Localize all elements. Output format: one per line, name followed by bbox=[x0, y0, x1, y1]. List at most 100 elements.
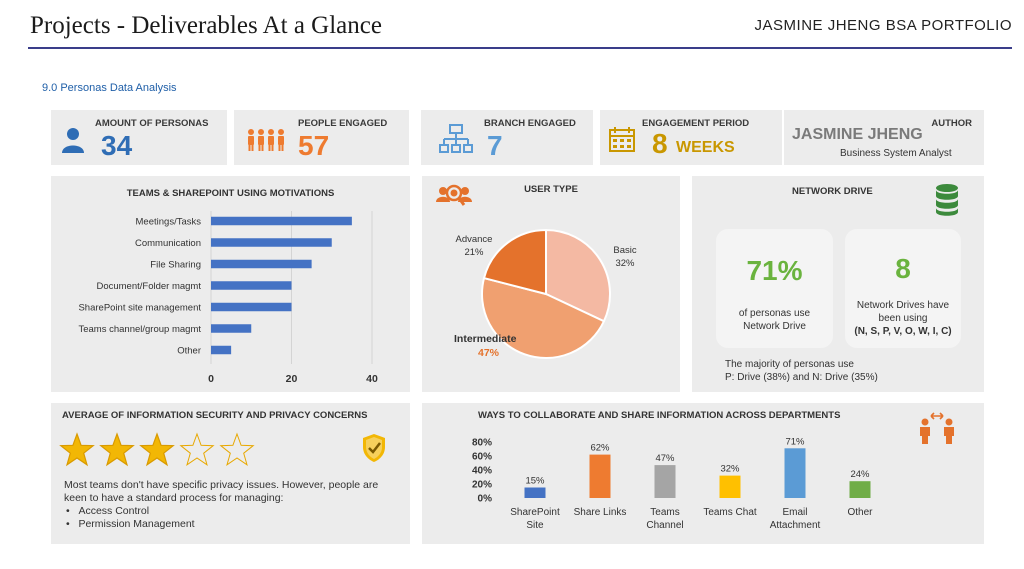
collaborate-panel: WAYS TO COLLABORATE AND SHARE INFORMATIO… bbox=[422, 403, 984, 544]
motivations-bar bbox=[211, 345, 232, 355]
branch-value: 7 bbox=[487, 130, 503, 161]
motivations-bar bbox=[211, 302, 292, 312]
stat-card-period: ENGAGEMENT PERIOD 8 WEEKS bbox=[600, 110, 782, 165]
group-icon bbox=[248, 129, 284, 151]
motivations-category-label: Meetings/Tasks bbox=[136, 217, 202, 228]
security-bullet-2: • Permission Management bbox=[66, 518, 195, 530]
pie-slice-percent: 21% bbox=[464, 247, 484, 258]
security-text-2: keen to have a standard process for mana… bbox=[64, 492, 284, 504]
collaborate-value-label: 24% bbox=[850, 469, 870, 480]
network-count-text-1: Network Drives have bbox=[856, 300, 950, 311]
bullet-permission-management: Permission Management bbox=[78, 518, 195, 530]
pie-slice-label: Advance bbox=[456, 234, 493, 245]
security-panel: AVERAGE OF INFORMATION SECURITY AND PRIV… bbox=[51, 403, 410, 544]
pie-slice bbox=[481, 276, 606, 359]
pie-slice-label: Intermediate bbox=[454, 333, 517, 345]
collaborate-bar bbox=[654, 465, 676, 498]
period-label: ENGAGEMENT PERIOD bbox=[642, 118, 750, 129]
user-type-panel: USER TYPE Basic 32% Intermediate 47% Advance… bbox=[422, 176, 680, 392]
motivations-x-tick: 20 bbox=[286, 373, 298, 385]
collaborate-bar bbox=[849, 481, 871, 498]
stat-card-people: PEOPLE ENGAGED 57 bbox=[234, 110, 409, 165]
rating-stars bbox=[59, 432, 255, 467]
network-pct-text-2: Network Drive bbox=[743, 321, 806, 332]
page-title: Projects - Deliverables At a Glance bbox=[30, 12, 382, 39]
portfolio-label: JASMINE JHENG BSA PORTFOLIO bbox=[754, 17, 1012, 34]
collaborate-value-label: 47% bbox=[655, 453, 675, 464]
collaborate-bar bbox=[589, 454, 611, 498]
star-empty-icon bbox=[179, 432, 215, 466]
collaborate-category-label: Other bbox=[847, 507, 873, 518]
period-unit: WEEKS bbox=[676, 139, 735, 156]
collaborate-category-label: Teams Chat bbox=[703, 507, 757, 518]
star-filled-icon bbox=[139, 432, 175, 467]
collaborate-title: WAYS TO COLLABORATE AND SHARE INFORMATIO… bbox=[478, 410, 841, 421]
collaborate-category-label: Email bbox=[782, 507, 807, 518]
pie-slice bbox=[482, 228, 547, 296]
network-pct-text-1: of personas use bbox=[738, 308, 811, 319]
period-value: 8 bbox=[652, 128, 668, 159]
branch-label: BRANCH ENGAGED bbox=[484, 118, 576, 129]
collaborate-value-label: 32% bbox=[720, 464, 740, 475]
collaborate-category-label-line2: Attachment bbox=[770, 520, 821, 531]
user-type-pie: Basic 32% Intermediate 47% Advance 21% bbox=[454, 228, 637, 359]
network-note-2: P: Drive (38%) and N: Drive (35%) bbox=[725, 372, 878, 383]
network-count-text-2: been using bbox=[878, 313, 928, 324]
motivations-category-label: Communication bbox=[135, 238, 201, 249]
database-icon bbox=[936, 184, 958, 216]
network-drive-title: NETWORK DRIVE bbox=[792, 186, 873, 197]
personas-value: 34 bbox=[101, 130, 133, 161]
hierarchy-icon bbox=[439, 124, 473, 153]
stat-card-personas: AMOUNT OF PERSONAS 34 bbox=[51, 110, 227, 165]
section-title: 9.0 Personas Data Analysis bbox=[42, 82, 177, 94]
motivations-bar bbox=[211, 324, 252, 333]
motivations-category-label: Teams channel/group magmt bbox=[78, 324, 201, 335]
collaborate-y-tick: 0% bbox=[478, 494, 493, 505]
network-count-card: 8 Network Drives have been using (N, S, … bbox=[845, 229, 961, 348]
header-divider bbox=[28, 47, 1012, 49]
security-title: AVERAGE OF INFORMATION SECURITY AND PRIV… bbox=[62, 410, 368, 421]
pie-slice-percent: 32% bbox=[615, 258, 635, 269]
collaborate-category-label-line2: Site bbox=[526, 520, 544, 531]
pie-slice-label: Basic bbox=[613, 245, 636, 256]
network-count-value: 8 bbox=[895, 253, 911, 284]
motivations-bar bbox=[211, 216, 352, 226]
users-search-icon bbox=[436, 184, 472, 206]
collaborate-category-label: Teams bbox=[650, 507, 679, 518]
people-value: 57 bbox=[298, 130, 330, 161]
motivations-x-tick: 0 bbox=[208, 373, 214, 385]
network-note-1: The majority of personas use bbox=[725, 359, 854, 370]
pie-slice bbox=[545, 228, 611, 323]
collaborate-chart: 80% 60% 40% 20% 0% 15% SharePoint Site 62% Share … bbox=[472, 436, 873, 531]
motivations-chart: 0 20 40 Meetings/Tasks Communication File Sha… bbox=[78, 211, 378, 385]
person-icon bbox=[62, 128, 84, 153]
pie-slice-percent: 47% bbox=[478, 347, 500, 359]
network-drive-panel: NETWORK DRIVE 71% of personas use Networ… bbox=[692, 176, 984, 392]
security-text-1: Most teams don't have specific privacy i… bbox=[64, 479, 379, 491]
people-exchange-icon bbox=[920, 412, 954, 444]
collaborate-y-tick: 20% bbox=[472, 480, 492, 491]
collaborate-category-label: Share Links bbox=[574, 507, 627, 518]
shield-check-icon bbox=[363, 434, 385, 462]
collaborate-bar bbox=[719, 475, 741, 498]
network-pct-value: 71% bbox=[746, 255, 803, 286]
bullet-access-control: Access Control bbox=[78, 505, 150, 517]
motivations-bar bbox=[211, 238, 332, 247]
star-filled-icon bbox=[59, 432, 95, 467]
network-count-text-3: (N, S, P, V, O, W, I, C) bbox=[854, 326, 952, 337]
author-role: Business System Analyst bbox=[840, 148, 952, 159]
calendar-icon bbox=[609, 127, 635, 152]
user-type-title: USER TYPE bbox=[524, 184, 578, 195]
star-empty-icon bbox=[219, 432, 255, 466]
people-label: PEOPLE ENGAGED bbox=[298, 118, 388, 129]
stat-card-branch: BRANCH ENGAGED 7 bbox=[421, 110, 593, 165]
personas-label: AMOUNT OF PERSONAS bbox=[95, 118, 209, 129]
collaborate-y-tick: 40% bbox=[472, 466, 492, 477]
star-filled-icon bbox=[99, 432, 135, 467]
collaborate-value-label: 71% bbox=[785, 436, 805, 447]
motivations-category-label: File Sharing bbox=[150, 260, 201, 271]
motivations-bar bbox=[211, 281, 292, 290]
collaborate-category-label-line2: Channel bbox=[646, 520, 683, 531]
collaborate-value-label: 15% bbox=[525, 476, 545, 487]
collaborate-category-label: SharePoint bbox=[510, 507, 560, 518]
